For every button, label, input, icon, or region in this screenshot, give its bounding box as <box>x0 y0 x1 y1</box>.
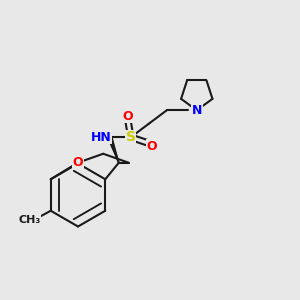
Text: O: O <box>146 140 157 153</box>
Text: HN: HN <box>90 131 111 144</box>
Text: N: N <box>192 104 202 117</box>
Text: CH₃: CH₃ <box>19 215 41 225</box>
Polygon shape <box>108 136 119 163</box>
Text: S: S <box>126 130 136 144</box>
Text: O: O <box>72 156 83 169</box>
Text: O: O <box>122 110 133 123</box>
